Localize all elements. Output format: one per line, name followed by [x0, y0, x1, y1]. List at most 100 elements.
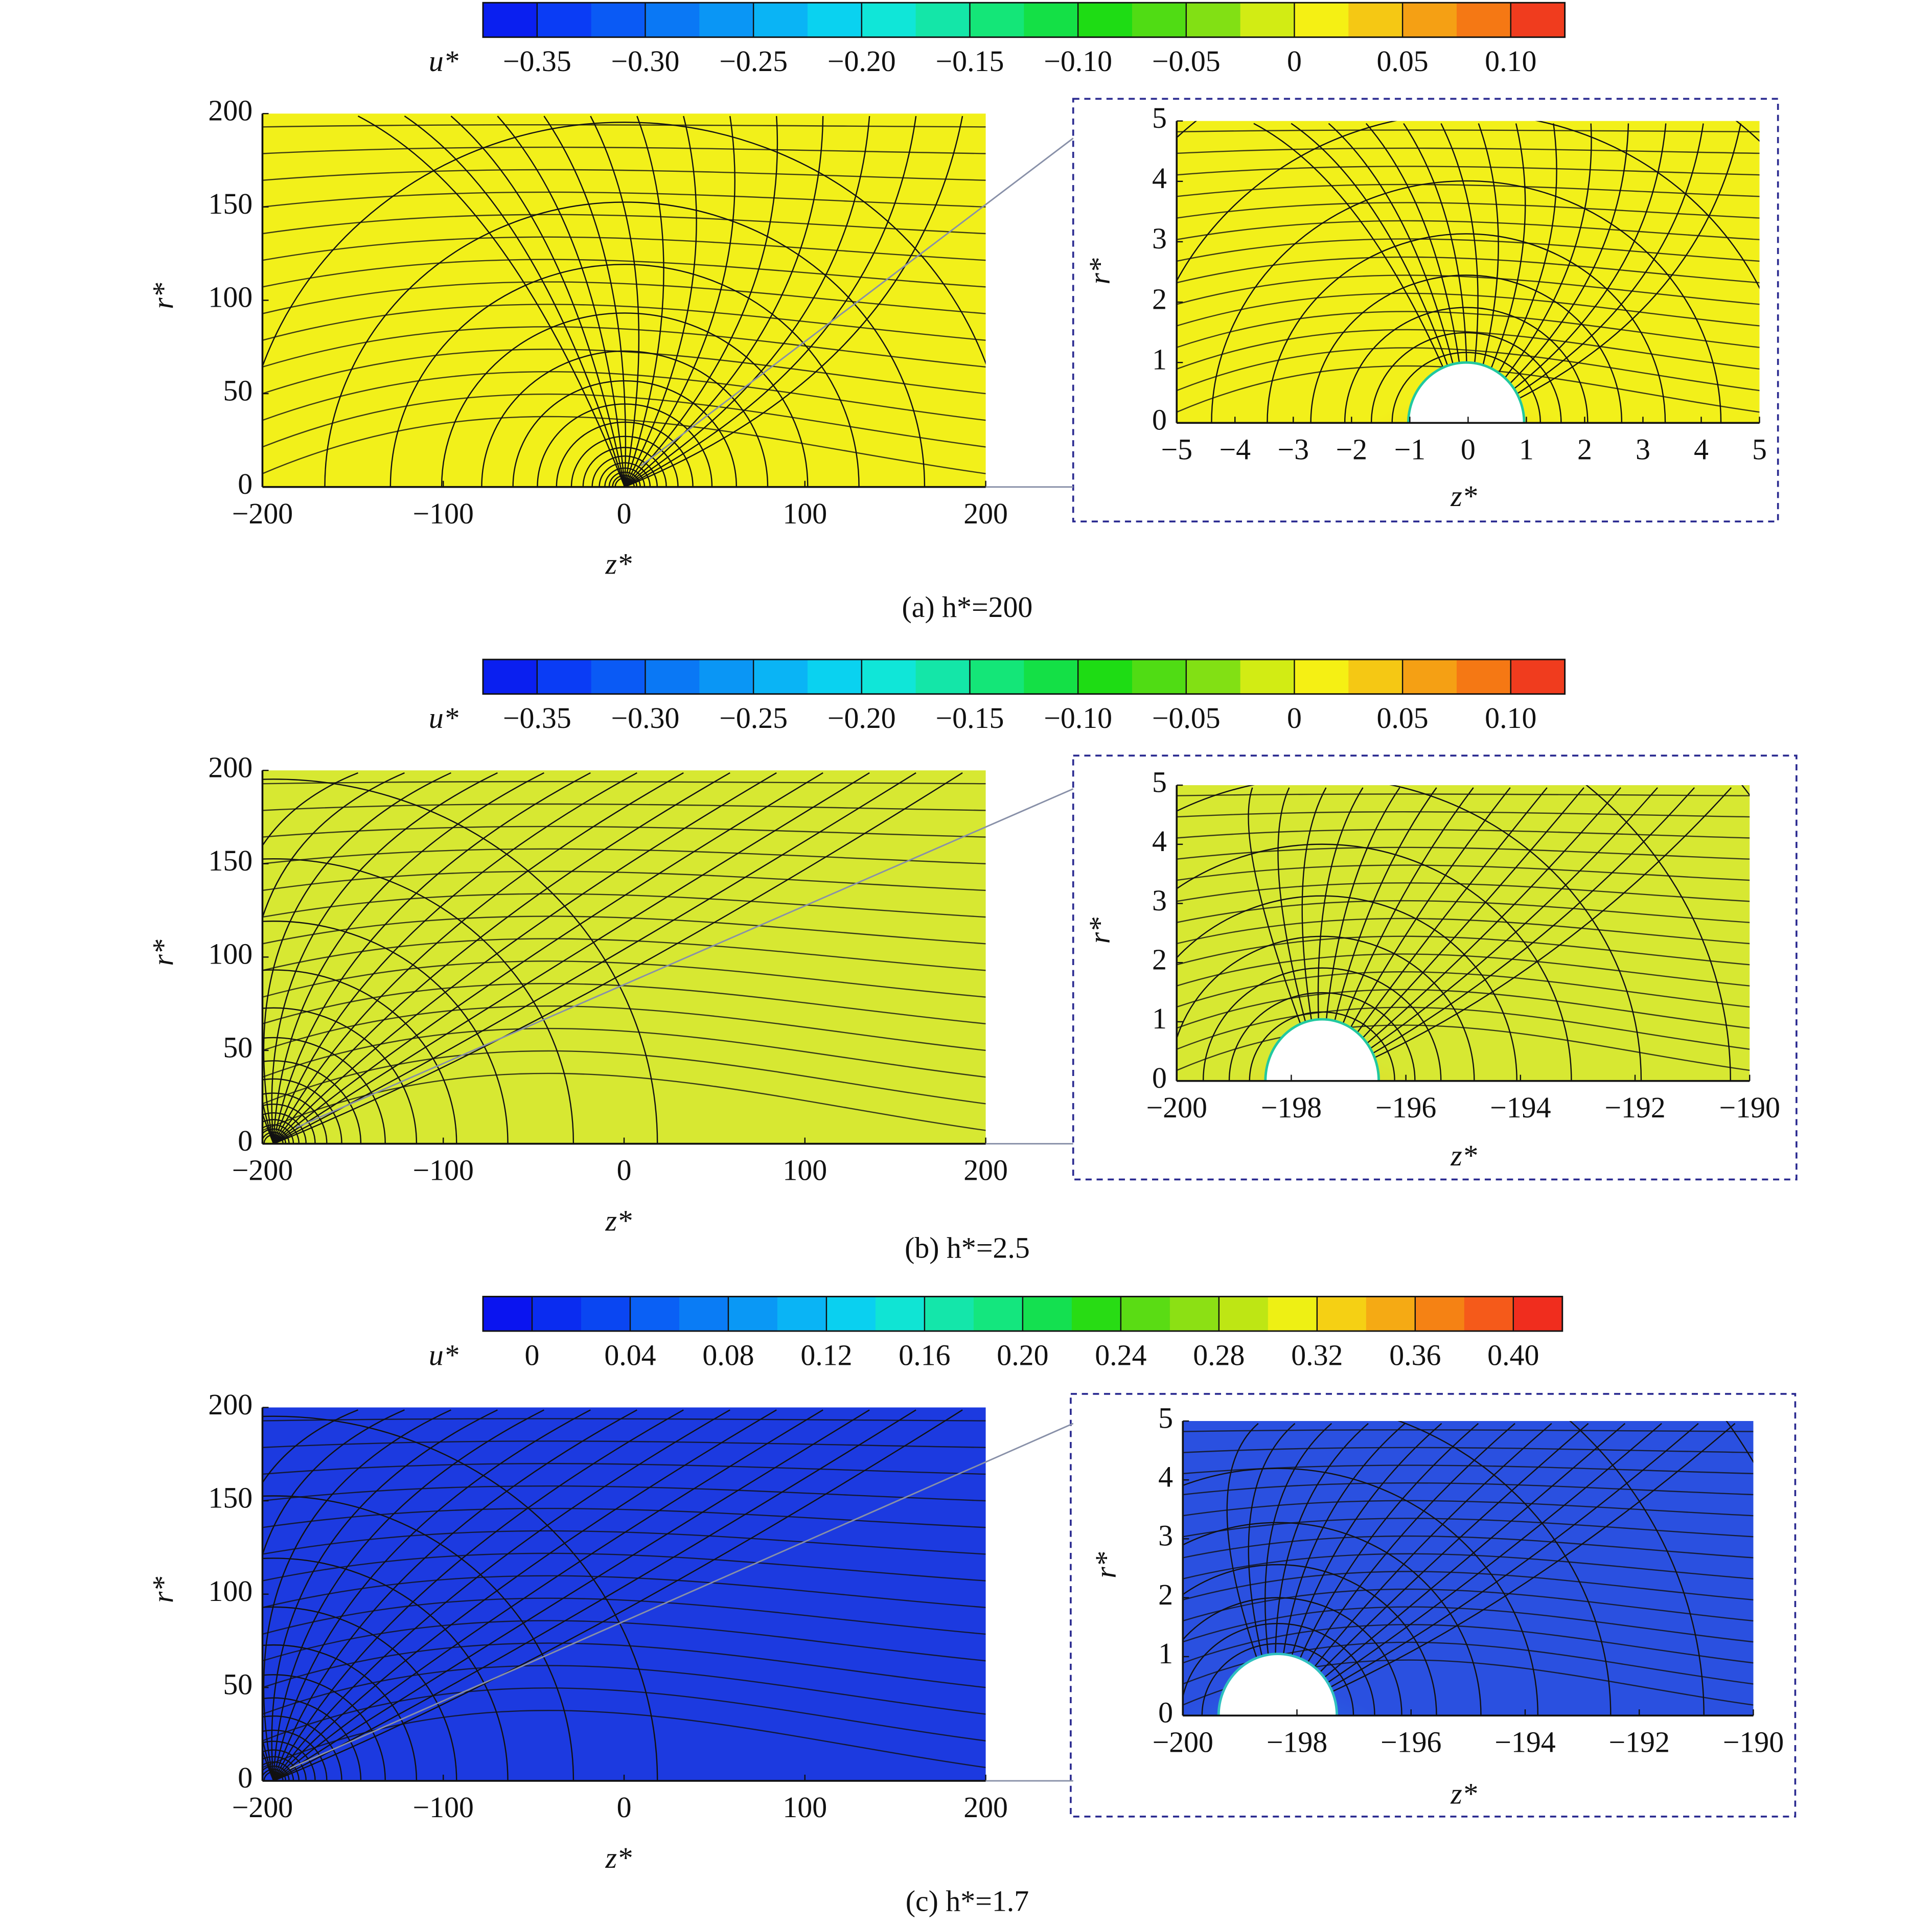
streamline	[262, 1749, 307, 1781]
colorbar-segment	[1071, 1296, 1122, 1332]
y-tick-label: 200	[208, 94, 252, 127]
colorbar-tick-label: −0.05	[1152, 701, 1221, 735]
y-tick-label: 0	[238, 1761, 252, 1794]
streamline	[1177, 989, 1750, 1029]
streamlines	[1183, 1421, 1754, 1716]
streamline	[273, 772, 963, 1144]
streamline	[1277, 1423, 1699, 1716]
colorbar-segment	[970, 659, 1025, 694]
y-tick-label: 150	[208, 1481, 252, 1514]
x-tick-label: 200	[963, 1791, 1008, 1824]
colorbar-segment	[970, 3, 1025, 37]
colorbar-segment	[1132, 659, 1187, 694]
x-tick-label: −100	[413, 1791, 474, 1824]
streamline	[272, 772, 591, 1144]
colorbar-segment	[1268, 1296, 1318, 1332]
colorbar-tick-label: 0.08	[702, 1338, 754, 1371]
y-tick-label: 150	[208, 844, 252, 877]
colorbar-segment	[807, 659, 863, 694]
streamline	[262, 848, 986, 864]
streamline	[262, 349, 986, 395]
streamline	[1253, 123, 1467, 423]
streamline	[262, 191, 986, 208]
zoom-box	[1072, 754, 1798, 1181]
streamline	[1177, 347, 1760, 392]
streamline	[1183, 1564, 1437, 1716]
streamline	[262, 124, 986, 128]
colorbar-segment	[1510, 659, 1566, 694]
x-tick-label: −200	[1146, 1091, 1207, 1124]
streamline	[1177, 311, 1760, 348]
streamline	[570, 436, 679, 487]
y-tick-label: 3	[1158, 1519, 1173, 1552]
colorbar-tick-label: 0	[525, 1338, 540, 1371]
x-axis-label: z*	[605, 547, 632, 581]
streamline	[591, 455, 658, 487]
streamline	[262, 1665, 986, 1715]
colorbar-segment	[699, 659, 754, 694]
streamline	[273, 1409, 730, 1781]
colorbar-label: u*	[429, 701, 458, 735]
streamline	[624, 116, 917, 487]
streamline	[262, 1740, 316, 1781]
zoom-box	[1070, 1393, 1797, 1818]
streamline	[262, 1552, 986, 1582]
colorbar-segment	[861, 3, 916, 37]
zoom-link	[289, 1423, 1074, 1770]
streamline	[262, 259, 986, 288]
streamline	[262, 304, 986, 341]
streamline	[262, 1495, 574, 1781]
colorbar-segment	[1024, 659, 1079, 694]
streamline	[1177, 256, 1760, 284]
y-tick-label: 4	[1152, 824, 1167, 858]
streamline	[262, 826, 986, 838]
streamline	[262, 803, 986, 811]
streamline	[262, 1418, 986, 1422]
streamline	[262, 1104, 316, 1144]
streamline	[1177, 971, 1750, 1008]
colorbar-segment	[1402, 3, 1458, 37]
streamline	[262, 781, 986, 785]
colorbar-segment	[1186, 3, 1241, 37]
streamline	[624, 116, 735, 487]
streamline	[262, 1485, 986, 1502]
caption: (a) h*=200	[902, 590, 1032, 624]
streamline	[262, 1715, 342, 1781]
colorbar-tick-label: −0.35	[503, 44, 571, 78]
streamline	[1291, 123, 1467, 423]
streamline	[624, 116, 697, 487]
streamline	[273, 1409, 637, 1781]
colorbar-segment	[483, 1296, 533, 1332]
x-tick-label: 5	[1752, 432, 1767, 466]
streamline	[1183, 1522, 1482, 1716]
colorbar-segment	[532, 1296, 582, 1332]
streamline	[262, 281, 986, 314]
y-tick-label: 5	[1152, 101, 1167, 134]
streamline	[262, 893, 986, 918]
streamline	[1177, 121, 1760, 289]
colorbar-label: u*	[429, 44, 458, 78]
x-tick-label: 200	[963, 497, 1008, 530]
zoom-box	[1072, 98, 1779, 522]
streamline	[1183, 1447, 1754, 1453]
streamline	[262, 1530, 986, 1555]
field	[262, 113, 986, 487]
colorbar-tick-label: −0.30	[611, 701, 680, 735]
streamline	[1183, 1624, 1754, 1664]
streamline	[262, 983, 986, 1024]
colorbar-segment	[1240, 3, 1295, 37]
streamline	[262, 1620, 986, 1662]
streamline	[262, 858, 574, 1144]
streamline	[1322, 787, 1658, 1081]
x-axis-label: z*	[605, 1841, 632, 1874]
streamline	[272, 1409, 544, 1781]
streamline	[1183, 1606, 1754, 1643]
colorbar-segment	[1402, 659, 1458, 694]
x-tick-label: −194	[1494, 1725, 1555, 1758]
colorbar-tick-label: 0.28	[1193, 1338, 1245, 1371]
x-tick-label: 100	[783, 497, 827, 530]
streamline	[1177, 274, 1760, 305]
streamline	[1177, 829, 1750, 839]
colorbar-segment	[753, 3, 809, 37]
colorbar-tick-label: 0.12	[800, 1338, 852, 1371]
